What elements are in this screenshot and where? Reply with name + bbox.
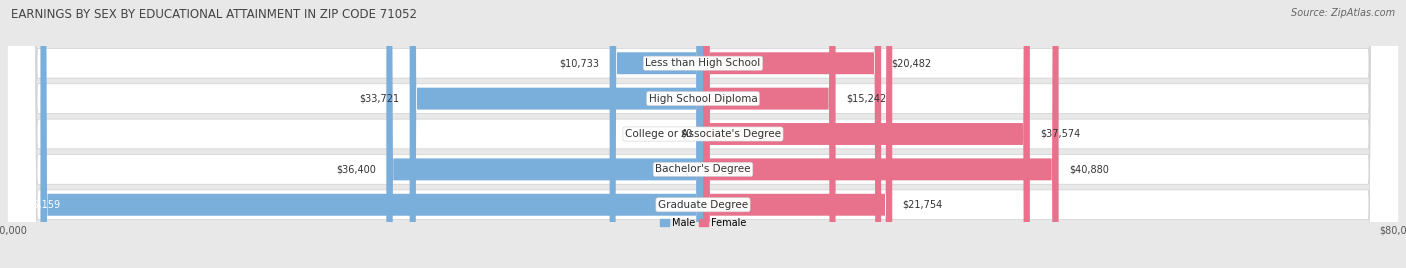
FancyBboxPatch shape: [610, 0, 703, 268]
FancyBboxPatch shape: [703, 0, 835, 268]
FancyBboxPatch shape: [703, 0, 882, 268]
Text: $37,574: $37,574: [1040, 129, 1081, 139]
Text: Less than High School: Less than High School: [645, 58, 761, 68]
FancyBboxPatch shape: [7, 0, 1399, 268]
Text: Bachelor's Degree: Bachelor's Degree: [655, 164, 751, 174]
FancyBboxPatch shape: [41, 0, 703, 268]
Text: High School Diploma: High School Diploma: [648, 94, 758, 104]
Text: Source: ZipAtlas.com: Source: ZipAtlas.com: [1291, 8, 1395, 18]
FancyBboxPatch shape: [387, 0, 703, 268]
FancyBboxPatch shape: [409, 0, 703, 268]
Text: $0: $0: [681, 129, 693, 139]
Text: $20,482: $20,482: [891, 58, 932, 68]
Text: $15,242: $15,242: [846, 94, 886, 104]
Text: $10,733: $10,733: [560, 58, 599, 68]
FancyBboxPatch shape: [7, 0, 1399, 268]
Text: College or Associate's Degree: College or Associate's Degree: [626, 129, 780, 139]
Text: $76,159: $76,159: [20, 200, 60, 210]
FancyBboxPatch shape: [7, 0, 1399, 268]
Text: Graduate Degree: Graduate Degree: [658, 200, 748, 210]
Text: $36,400: $36,400: [336, 164, 375, 174]
Text: EARNINGS BY SEX BY EDUCATIONAL ATTAINMENT IN ZIP CODE 71052: EARNINGS BY SEX BY EDUCATIONAL ATTAINMEN…: [11, 8, 418, 21]
FancyBboxPatch shape: [7, 0, 1399, 268]
Text: $40,880: $40,880: [1069, 164, 1109, 174]
FancyBboxPatch shape: [703, 0, 1029, 268]
FancyBboxPatch shape: [703, 0, 1059, 268]
Text: $33,721: $33,721: [359, 94, 399, 104]
FancyBboxPatch shape: [7, 0, 1399, 268]
FancyBboxPatch shape: [703, 0, 893, 268]
Legend: Male, Female: Male, Female: [657, 214, 749, 232]
Text: $21,754: $21,754: [903, 200, 943, 210]
